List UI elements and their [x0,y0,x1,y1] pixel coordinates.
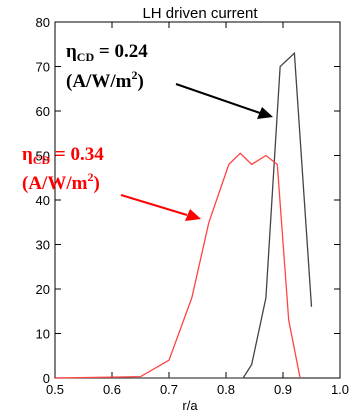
plot-area: 0.5 0.6 0.7 0.8 0.9 1.0 0 10 20 30 40 50 60 70 80 [36,15,350,397]
y-tick-label: 0 [43,371,50,386]
annotation-eta-0-34: ηCD = 0.34 (A/W/m2) [22,144,104,194]
y-tick-label: 10 [36,327,50,342]
x-tick-label: 0.5 [46,382,64,397]
y-tick-label: 50 [36,149,50,164]
annotation-arrow-red [120,194,201,221]
x-tick-label: 0.8 [217,382,235,397]
annotation-arrow-black [175,83,273,119]
y-tick-label: 30 [36,238,50,253]
x-tick-label: 1.0 [331,382,349,397]
annotation-unit-label: (A/W/m2) [22,170,100,194]
y-tick-label: 20 [36,282,50,297]
y-tick-label: 70 [36,60,50,75]
y-tick-label: 80 [36,15,50,30]
x-tick-label: 0.9 [274,382,292,397]
chart-title: LH driven current [142,5,258,22]
annotation-efficiency-label: ηCD = 0.34 [22,144,104,167]
x-tick-label: 0.7 [160,382,178,397]
series-line-0 [55,51,313,379]
y-tick-label: 40 [36,193,50,208]
y-tick-label: 60 [36,104,50,119]
x-axis-label: r/a [182,398,198,413]
annotation-unit-label: (A/W/m2) [66,68,144,92]
annotation-efficiency-label: ηCD = 0.24 [66,41,148,64]
x-tick-label: 0.6 [103,382,121,397]
series-line-1 [54,152,301,379]
annotation-eta-0-24: ηCD = 0.24 (A/W/m2) [66,41,148,92]
